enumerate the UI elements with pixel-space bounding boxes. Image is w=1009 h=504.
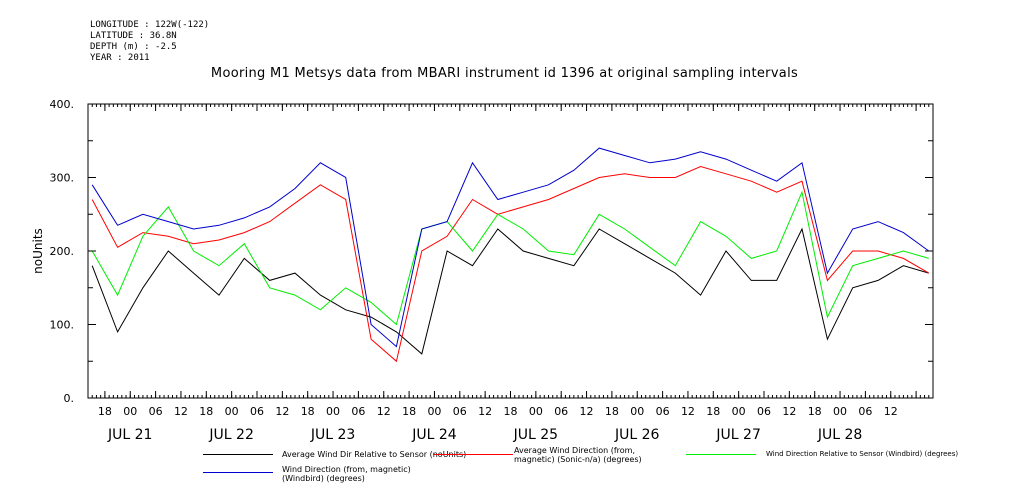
y-tick-label: 400. — [50, 98, 75, 111]
x-tick-label: 18 — [98, 405, 112, 418]
x-tick-label: 00 — [427, 405, 441, 418]
x-tick-label: 06 — [453, 405, 467, 418]
x-tick-label: 06 — [149, 405, 163, 418]
x-tick-label: 18 — [504, 405, 518, 418]
y-tick-label: 0. — [64, 392, 75, 405]
x-tick-label: 12 — [884, 405, 898, 418]
x-tick-label: 06 — [858, 405, 872, 418]
y-axis-label: noUnits — [31, 228, 45, 274]
x-tick-label: 06 — [757, 405, 771, 418]
plot-frame — [87, 103, 934, 399]
x-tick-label: 00 — [630, 405, 644, 418]
series-line-1 — [91, 165, 930, 363]
x-tick-label: 00 — [225, 405, 239, 418]
x-tick-label: 18 — [402, 405, 416, 418]
x-tick-label: 00 — [732, 405, 746, 418]
x-day-label: JUL 28 — [817, 427, 862, 443]
x-tick-label: 00 — [326, 405, 340, 418]
x-tick-label: 06 — [554, 405, 568, 418]
x-tick-label: 18 — [808, 405, 822, 418]
x-day-label: JUL 21 — [107, 427, 152, 443]
x-tick-label: 00 — [529, 405, 543, 418]
x-tick-label: 18 — [199, 405, 213, 418]
x-tick-label: 00 — [833, 405, 847, 418]
y-tick-label: 100. — [50, 319, 75, 332]
x-tick-label: 12 — [377, 405, 391, 418]
chart-title: Mooring M1 Metsys data from MBARI instru… — [210, 66, 799, 81]
y-tick-label: 200. — [50, 245, 75, 258]
x-tick-label: 06 — [250, 405, 264, 418]
x-tick-label: 12 — [478, 405, 492, 418]
metadata-latitude: LATITUDE : 36.8N — [90, 31, 177, 41]
x-day-label: JUL 24 — [411, 427, 457, 443]
x-tick-label: 12 — [782, 405, 796, 418]
x-tick-label: 18 — [706, 405, 720, 418]
series-line-0 — [91, 227, 929, 355]
x-tick-label: 18 — [301, 405, 315, 418]
series-line-3 — [91, 147, 930, 348]
x-tick-label: 06 — [656, 405, 670, 418]
series-line-2 — [91, 190, 929, 326]
x-tick-label: 12 — [681, 405, 695, 418]
x-tick-label: 12 — [275, 405, 289, 418]
x-tick-label: 06 — [351, 405, 365, 418]
x-day-label: JUL 26 — [614, 427, 660, 443]
metadata-header: LONGITUDE : 122W(-122) LATITUDE : 36.8N … — [90, 20, 209, 64]
x-day-label: JUL 25 — [513, 427, 558, 443]
metadata-longitude: LONGITUDE : 122W(-122) — [90, 20, 210, 30]
y-tick-label: 300. — [50, 172, 75, 185]
x-day-label: JUL 22 — [208, 427, 253, 443]
x-tick-label: 12 — [580, 405, 594, 418]
metadata-year: YEAR : 2011 — [90, 53, 150, 63]
x-tick-label: 18 — [605, 405, 619, 418]
x-day-label: JUL 23 — [310, 427, 355, 443]
x-tick-label: 12 — [174, 405, 188, 418]
x-day-label: JUL 27 — [715, 427, 760, 443]
metadata-depth: DEPTH (m) : -2.5 — [90, 42, 177, 52]
x-tick-label: 00 — [123, 405, 137, 418]
